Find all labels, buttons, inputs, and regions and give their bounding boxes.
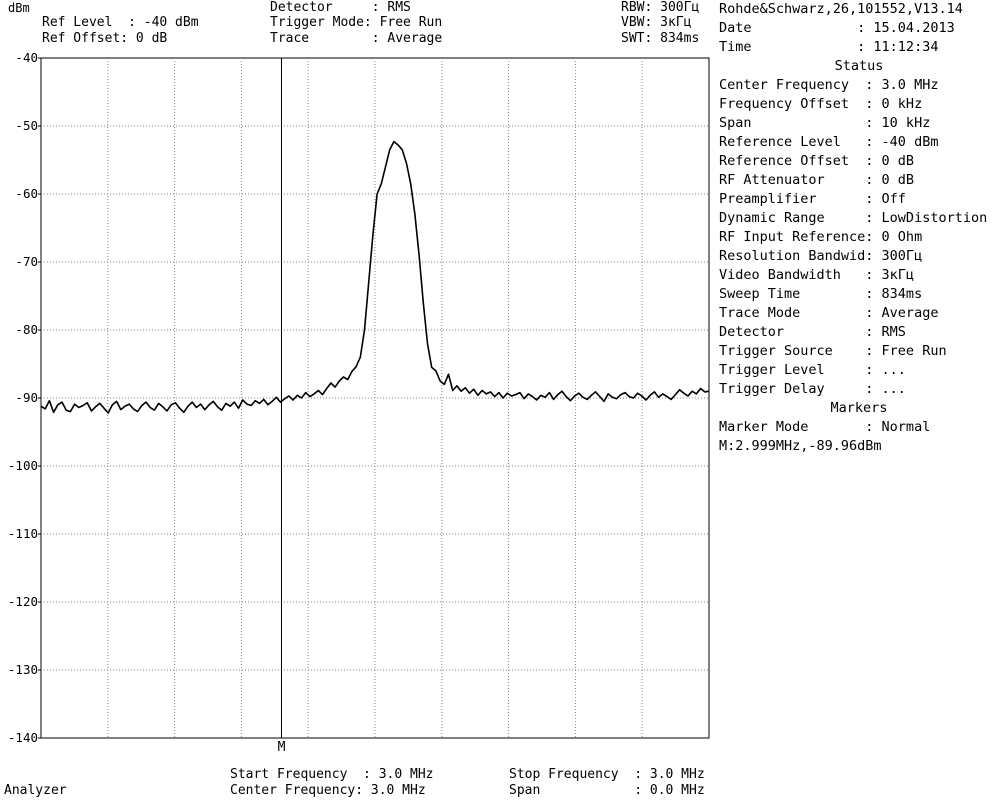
device-id: Rohde&Schwarz,26,101552,V13.14 [719,1,963,17]
status-line: Detector : RMS [719,324,906,340]
trigger-mode-readout: Trigger Mode: Free Run [270,15,443,30]
status-title: Status [834,58,884,74]
y-tick-label: -110 [8,526,38,541]
detector-readout: Detector : RMS [270,0,411,15]
y-tick-label: -50 [15,118,38,133]
y-tick-label: -80 [15,322,38,337]
marker-readout: M:2.999MHz,-89.96dBm [719,438,882,454]
status-line: Trigger Level : ... [719,362,906,378]
status-line: Dynamic Range : LowDistortion [719,210,988,226]
rbw-readout: RBW: 300Гц [621,0,700,15]
mode-label: Analyzer [4,783,67,798]
status-line: Preamplifier : Off [719,191,906,207]
status-line: Span : 10 kHz [719,115,931,131]
status-line: Reference Level : -40 dBm [719,134,939,150]
vbw-readout: VBW: 3кГц [621,15,692,30]
markers-title: Markers [830,400,888,416]
ref-level-readout: Ref Level : -40 dBm [42,15,199,30]
status-line: Frequency Offset : 0 kHz [719,96,923,112]
status-line: RF Attenuator : 0 dB [719,172,915,188]
y-tick-label: -60 [15,186,38,201]
status-line: Trigger Source : Free Run [719,343,947,359]
y-tick-label: -40 [15,50,38,65]
center-frequency-readout: Center Frequency: 3.0 MHz [230,783,426,798]
span-readout: Span : 0.0 MHz [509,783,705,798]
status-line: Resolution Bandwid: 300Гц [719,248,923,264]
trace-line [40,140,710,414]
stop-frequency-readout: Stop Frequency : 3.0 MHz [509,767,705,782]
status-line: Sweep Time : 834ms [719,286,923,302]
trace-readout: Trace : Average [270,31,443,46]
y-tick-label: -130 [8,662,38,677]
status-line: Center Frequency : 3.0 MHz [719,77,939,93]
y-tick-label: -90 [15,390,38,405]
marker-label: M [278,740,286,755]
marker-mode-readout: Marker Mode : Normal [719,419,931,435]
plot-grid [40,57,710,739]
status-line: Trace Mode : Average [719,305,939,321]
status-line: Trigger Delay : ... [719,381,906,397]
date-readout: Date : 15.04.2013 [719,20,955,36]
status-line: RF Input Reference: 0 Ohm [719,229,923,245]
y-tick-label: -140 [8,730,38,745]
y-tick-label: -100 [8,458,38,473]
y-axis-labels: -40 -50 -60 -70 -80 -90 -100 -110 -120 -130 -140 [8,50,41,745]
y-tick-label: -70 [15,254,38,269]
time-readout: Time : 11:12:34 [719,39,939,55]
status-line: Reference Offset : 0 dB [719,153,915,169]
start-frequency-readout: Start Frequency : 3.0 MHz [230,767,434,782]
spectrum-plot: -40 -50 -60 -70 -80 -90 -100 -110 -120 -130 -140 M [8,50,710,755]
unit-label: dBm [8,1,30,15]
ref-offset-readout: Ref Offset: 0 dB [42,31,168,46]
y-tick-label: -120 [8,594,38,609]
status-line: Video Bandwidth : 3кГц [719,267,915,283]
swt-readout: SWT: 834ms [621,31,700,46]
